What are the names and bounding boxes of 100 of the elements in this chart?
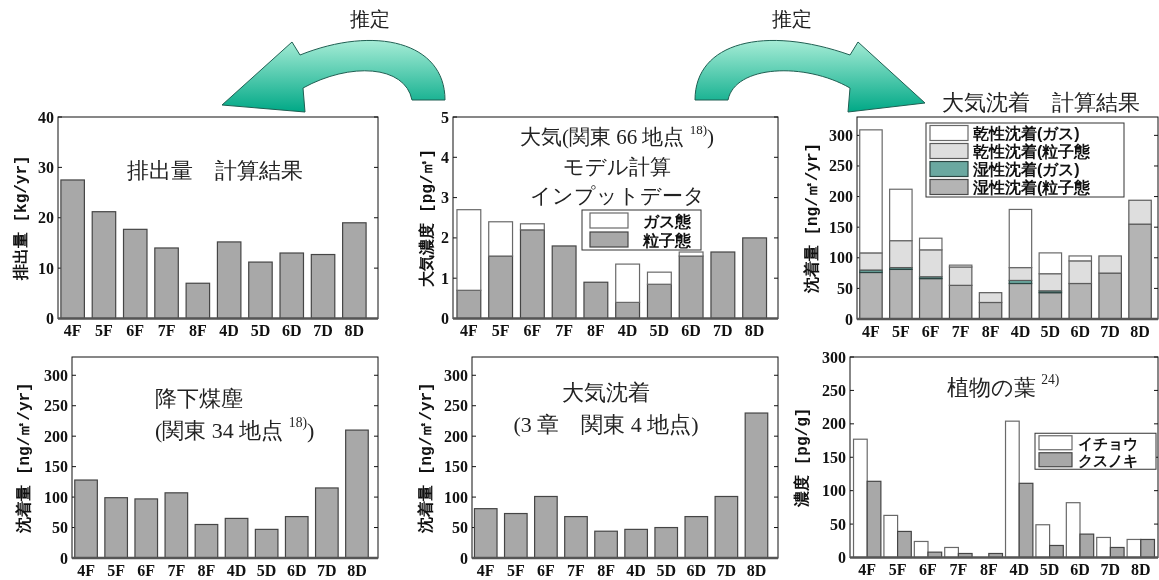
text: 推定 [350, 8, 390, 30]
y-tick-label: 0 [838, 549, 846, 566]
bar [866, 480, 882, 559]
legend-label: クスノキ [1078, 451, 1138, 469]
legend-label: 湿性沈着(粒子態 [972, 177, 1092, 196]
x-tick-label: 4D [219, 322, 239, 339]
bar [564, 515, 588, 559]
x-tick-label: 7F [567, 561, 586, 579]
x-tick-label: 5D [1039, 561, 1060, 578]
x-tick-label: 7D [713, 322, 733, 339]
bar [342, 222, 367, 320]
x-tick-label: 7D [1100, 322, 1120, 340]
bar [859, 252, 883, 271]
bar [889, 240, 913, 269]
x-tick-label: 7F [951, 322, 970, 340]
y-tick-label: 50 [830, 515, 846, 533]
text: 推定 [772, 8, 812, 30]
bar [1004, 420, 1020, 559]
x-tick-label: 8F [197, 561, 216, 579]
bar [254, 528, 279, 559]
y-axis-title: 大気濃度 [pg/㎥] [417, 148, 437, 287]
x-tick-label: 8F [597, 561, 616, 579]
y-tick-label: 100 [44, 488, 68, 506]
x-tick-label: 7F [555, 322, 574, 339]
x-tick-label: 4F [77, 561, 96, 579]
y-tick-label: 250 [822, 381, 846, 399]
bar [310, 253, 336, 320]
x-tick-label: 5D [656, 561, 676, 579]
y-tick-label: 200 [44, 427, 68, 445]
x-tick-label: 4D [1009, 561, 1029, 578]
y-tick-label: 0 [46, 310, 54, 327]
bar [918, 237, 943, 251]
bar [714, 495, 739, 559]
x-tick-label: 8D [746, 561, 767, 579]
y-tick-label: 1 [441, 269, 449, 287]
bar [248, 261, 273, 320]
x-tick-label: 4D [1010, 322, 1031, 340]
y-tick-label: 300 [829, 126, 853, 144]
bar [488, 221, 514, 257]
x-tick-label: 6D [681, 322, 701, 339]
y-tick-label: 20 [38, 209, 54, 227]
x-tick-label: 6F [919, 561, 938, 578]
x-tick-label: 6F [921, 322, 940, 340]
y-tick-label: 150 [822, 448, 846, 466]
x-tick-label: 8F [981, 322, 1000, 340]
x-tick-label: 6F [137, 561, 156, 579]
bar [1038, 273, 1063, 292]
y-tick-label: 150 [44, 458, 68, 476]
y-tick-label: 200 [822, 415, 846, 433]
x-tick-label: 5D [649, 322, 670, 339]
legend-label: イチョウ [1078, 434, 1138, 452]
bar [164, 492, 189, 559]
y-tick-label: 250 [444, 397, 468, 415]
text: (3 章 関東 4 地点) [513, 411, 699, 437]
bar [1068, 260, 1093, 285]
y-tick-label: 250 [44, 397, 68, 415]
x-tick-label: 5F [107, 561, 126, 579]
x-tick-label: 8D [347, 561, 367, 579]
y-axis-title: 濃度 [pg/g] [792, 407, 812, 508]
y-tick-label: 3 [441, 189, 449, 207]
x-tick-label: 6F [126, 322, 145, 339]
x-tick-label: 5F [491, 322, 510, 339]
x-tick-label: 8F [979, 561, 998, 578]
x-tick-label: 6D [286, 561, 307, 579]
bar [154, 247, 179, 320]
bar [279, 252, 305, 320]
bar [534, 495, 558, 559]
x-tick-label: 8D [744, 322, 765, 339]
x-tick-label: 7D [313, 322, 333, 339]
x-tick-label: 6D [686, 561, 707, 579]
bar [488, 255, 514, 320]
x-tick-label: 5F [891, 322, 910, 340]
bar [216, 241, 242, 320]
x-tick-label: 5D [250, 322, 271, 339]
y-tick-label: 50 [452, 519, 468, 537]
y-axis-title: 排出量 [kg/yr] [12, 155, 31, 282]
legend-label: ガス態 [643, 212, 692, 229]
x-tick-label: 4F [858, 561, 877, 578]
x-tick-label: 8D [1131, 561, 1151, 578]
bar [314, 487, 339, 559]
bar [60, 179, 85, 320]
bar [646, 283, 672, 320]
chart-title: 大気沈着 計算結果 [942, 89, 1140, 115]
bar [615, 263, 641, 303]
bar [345, 429, 369, 559]
text: 大気沈着 [562, 379, 650, 405]
bar [473, 508, 498, 559]
x-tick-label: 8F [188, 322, 207, 339]
x-tick-label: 7D [716, 561, 737, 579]
legend-label: 乾性沈着(ガス) [973, 123, 1080, 142]
y-tick-label: 200 [829, 188, 853, 206]
bar [104, 497, 129, 559]
bar [134, 498, 159, 559]
text: 排出量 計算結果 [127, 157, 303, 183]
bar [1128, 199, 1152, 225]
y-tick-label: 30 [38, 158, 54, 176]
bar [1008, 266, 1033, 282]
bar [646, 271, 672, 285]
x-tick-label: 6D [281, 322, 302, 339]
bar [654, 526, 679, 559]
